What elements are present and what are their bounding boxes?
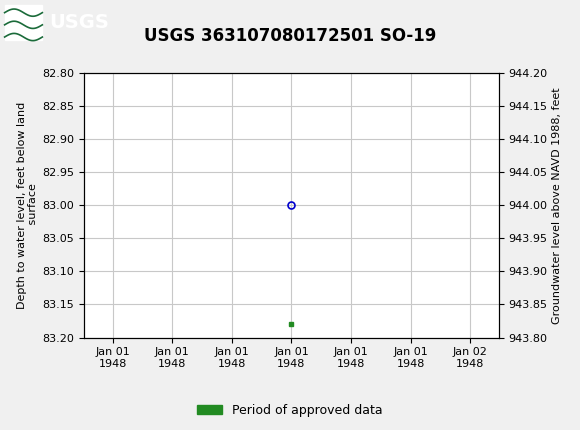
Y-axis label: Groundwater level above NAVD 1988, feet: Groundwater level above NAVD 1988, feet xyxy=(552,87,562,324)
Legend: Period of approved data: Period of approved data xyxy=(192,399,388,421)
Text: USGS 363107080172501 SO-19: USGS 363107080172501 SO-19 xyxy=(144,27,436,45)
Text: USGS: USGS xyxy=(49,13,109,32)
Y-axis label: Depth to water level, feet below land
 surface: Depth to water level, feet below land su… xyxy=(17,102,38,309)
FancyBboxPatch shape xyxy=(5,6,42,40)
